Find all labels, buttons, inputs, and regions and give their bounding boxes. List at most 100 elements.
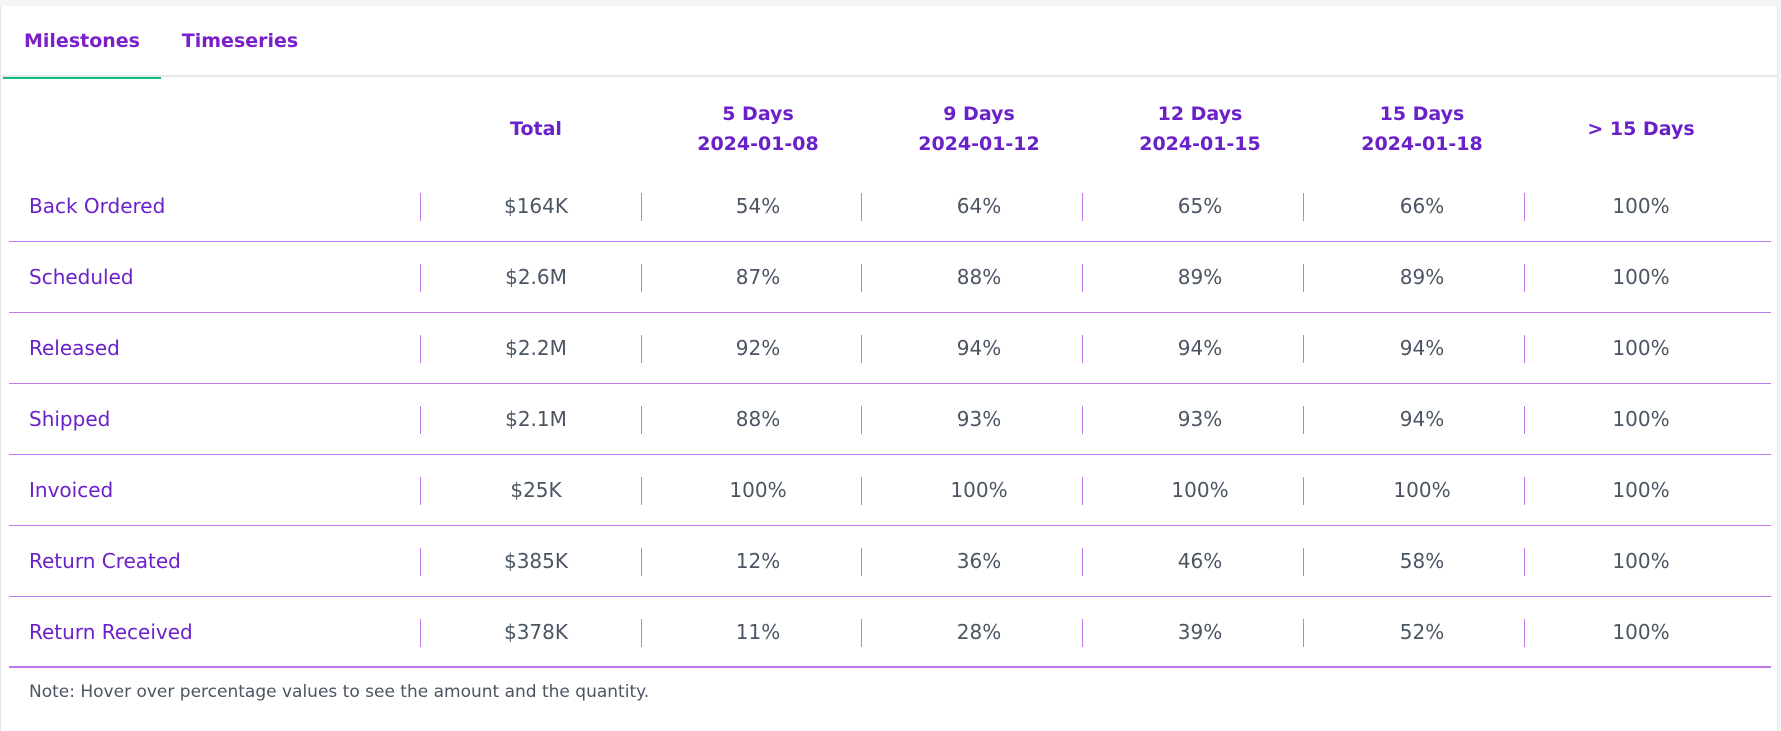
percentage-cell[interactable]: 28%	[956, 620, 1002, 644]
column-divider	[1082, 264, 1083, 292]
hover-note: Note: Hover over percentage values to se…	[29, 682, 650, 702]
column-header-title: > 15 Days	[1587, 118, 1695, 140]
column-header-title: Total	[510, 118, 562, 140]
percentage-cell[interactable]: 100%	[1612, 336, 1670, 360]
percentage-cell[interactable]: 94%	[1177, 336, 1223, 360]
row-label[interactable]: Return Received	[29, 620, 193, 644]
column-divider	[1082, 548, 1083, 576]
percentage-cell[interactable]: 66%	[1399, 194, 1445, 218]
percentage-cell[interactable]: 89%	[1177, 265, 1223, 289]
percentage-cell[interactable]: 93%	[956, 407, 1002, 431]
tab-timeseries[interactable]: Timeseries	[181, 30, 299, 52]
row-label[interactable]: Released	[29, 336, 120, 360]
column-divider	[1524, 619, 1525, 647]
percentage-cell[interactable]: 89%	[1399, 265, 1445, 289]
column-divider	[1082, 406, 1083, 434]
percentage-cell[interactable]: 92%	[735, 336, 781, 360]
column-divider	[1303, 264, 1304, 292]
percentage-cell[interactable]: 58%	[1399, 549, 1445, 573]
percentage-cell[interactable]: 100%	[1612, 478, 1670, 502]
column-divider	[1303, 477, 1304, 505]
column-divider	[1303, 619, 1304, 647]
column-divider	[1524, 335, 1525, 363]
column-divider	[861, 264, 862, 292]
column-divider	[861, 193, 862, 221]
percentage-cell[interactable]: 64%	[956, 194, 1002, 218]
table-row: Shipped $2.1M 88% 93% 93% 94% 100%	[9, 384, 1771, 455]
percentage-cell[interactable]: 12%	[735, 549, 781, 573]
percentage-cell[interactable]: 94%	[1399, 407, 1445, 431]
row-label[interactable]: Back Ordered	[29, 194, 166, 218]
column-divider	[861, 477, 862, 505]
percentage-cell[interactable]: 11%	[735, 620, 781, 644]
percentage-cell[interactable]: 100%	[729, 478, 787, 502]
percentage-cell[interactable]: 100%	[950, 478, 1008, 502]
column-divider	[420, 619, 421, 647]
percentage-cell[interactable]: 87%	[735, 265, 781, 289]
percentage-cell[interactable]: 94%	[956, 336, 1002, 360]
percentage-cell[interactable]: 39%	[1177, 620, 1223, 644]
row-label[interactable]: Return Created	[29, 549, 181, 573]
total-cell: $378K	[503, 620, 568, 644]
percentage-cell[interactable]: 88%	[735, 407, 781, 431]
percentage-cell[interactable]: 93%	[1177, 407, 1223, 431]
percentage-cell[interactable]: 65%	[1177, 194, 1223, 218]
column-divider	[1524, 477, 1525, 505]
percentage-cell[interactable]: 100%	[1612, 407, 1670, 431]
column-divider	[1082, 193, 1083, 221]
percentage-cell[interactable]: 100%	[1171, 478, 1229, 502]
column-header-date: 2024-01-18	[1361, 133, 1483, 155]
column-header-title: 12 Days	[1157, 103, 1243, 125]
column-divider	[1524, 264, 1525, 292]
row-label[interactable]: Shipped	[29, 407, 111, 431]
percentage-cell[interactable]: 52%	[1399, 620, 1445, 644]
percentage-cell[interactable]: 46%	[1177, 549, 1223, 573]
milestones-card: Milestones Timeseries Total 5 Days 2024-01…	[0, 6, 1778, 731]
table-row: Return Created $385K 12% 36% 46% 58% 100%	[9, 526, 1771, 597]
column-header-date: 2024-01-08	[697, 133, 819, 155]
percentage-cell[interactable]: 54%	[735, 194, 781, 218]
total-cell: $164K	[503, 194, 568, 218]
column-header: 9 Days 2024-01-12	[879, 96, 1079, 162]
total-cell: $25K	[510, 478, 562, 502]
column-divider	[861, 548, 862, 576]
table-row: Scheduled $2.6M 87% 88% 89% 89% 100%	[9, 242, 1771, 313]
table-row: Return Received $378K 11% 28% 39% 52% 100%	[9, 597, 1771, 668]
percentage-cell[interactable]: 94%	[1399, 336, 1445, 360]
table-row: Back Ordered $164K 54% 64% 65% 66% 100%	[9, 171, 1771, 242]
column-divider	[420, 193, 421, 221]
total-cell: $385K	[503, 549, 568, 573]
total-cell: $2.1M	[505, 407, 567, 431]
column-header-title: 15 Days	[1379, 103, 1465, 125]
percentage-cell[interactable]: 100%	[1612, 620, 1670, 644]
percentage-cell[interactable]: 100%	[1612, 265, 1670, 289]
column-divider	[1303, 335, 1304, 363]
column-divider	[641, 477, 642, 505]
column-divider	[420, 264, 421, 292]
table-row: Invoiced $25K 100% 100% 100% 100% 100%	[9, 455, 1771, 526]
column-header: 5 Days 2024-01-08	[658, 96, 858, 162]
percentage-cell[interactable]: 88%	[956, 265, 1002, 289]
column-divider	[1082, 335, 1083, 363]
column-header: 15 Days 2024-01-18	[1322, 96, 1522, 162]
percentage-cell[interactable]: 100%	[1393, 478, 1451, 502]
column-divider	[641, 548, 642, 576]
column-divider	[1082, 619, 1083, 647]
tab-milestones[interactable]: Milestones	[3, 6, 161, 79]
percentage-cell[interactable]: 100%	[1612, 549, 1670, 573]
total-cell: $2.2M	[505, 336, 567, 360]
column-divider	[1524, 548, 1525, 576]
percentage-cell[interactable]: 100%	[1612, 194, 1670, 218]
row-label[interactable]: Invoiced	[29, 478, 114, 502]
column-divider	[641, 193, 642, 221]
column-divider	[861, 335, 862, 363]
column-header: Total	[436, 96, 636, 162]
column-divider	[641, 406, 642, 434]
column-divider	[1303, 406, 1304, 434]
percentage-cell[interactable]: 36%	[956, 549, 1002, 573]
column-divider	[641, 264, 642, 292]
tab-bar: Milestones Timeseries	[1, 6, 1777, 79]
column-header-title: 9 Days	[943, 103, 1015, 125]
row-label[interactable]: Scheduled	[29, 265, 134, 289]
column-divider	[861, 406, 862, 434]
